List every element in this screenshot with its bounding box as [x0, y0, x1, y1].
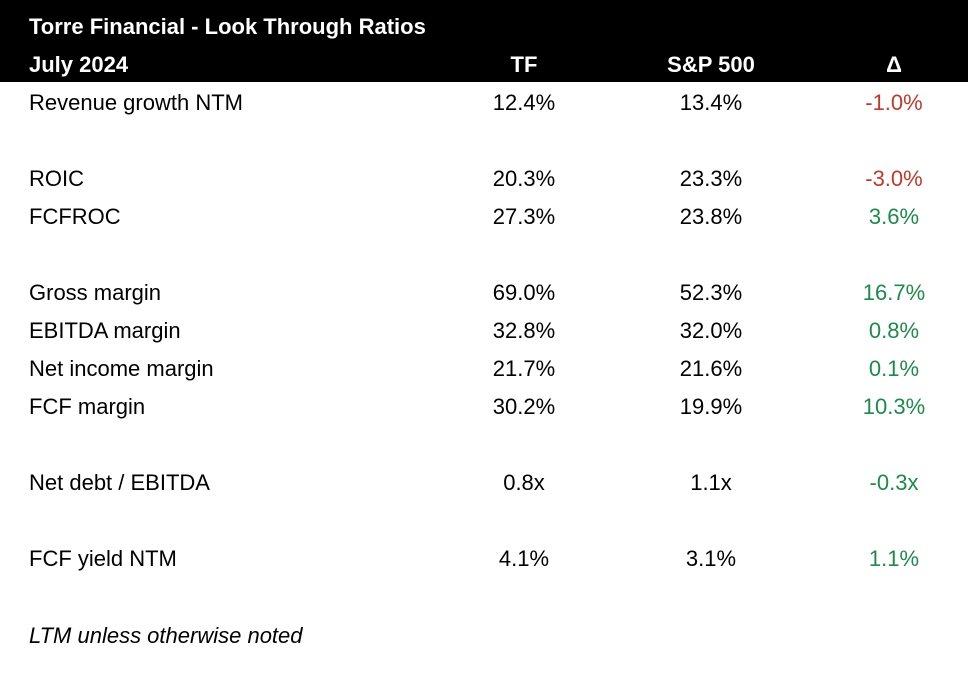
report-title: Torre Financial - Look Through Ratios — [29, 14, 426, 39]
delta-value: -0.3x — [869, 470, 919, 495]
sp500-value: 32.0% — [679, 318, 743, 343]
sp500-value: 23.8% — [679, 204, 743, 229]
period-label: July 2024 — [29, 52, 129, 77]
tf-value: 0.8x — [503, 470, 545, 495]
tf-value: 30.2% — [492, 394, 556, 419]
table-header: Torre Financial - Look Through Ratios Ju… — [0, 0, 968, 82]
tf-value: 20.3% — [492, 166, 556, 191]
sp500-value: 1.1x — [690, 470, 732, 495]
delta-value: 0.8% — [868, 318, 920, 343]
tf-value: 69.0% — [492, 280, 556, 305]
row-label: Net income margin — [29, 356, 214, 381]
footnote: LTM unless otherwise noted — [29, 623, 303, 648]
row-label: FCF yield NTM — [29, 546, 177, 571]
sp500-value: 19.9% — [679, 394, 743, 419]
table-row: Net income margin 21.7% 21.6% 0.1% — [0, 355, 968, 383]
table-row: ROIC 20.3% 23.3% -3.0% — [0, 165, 968, 193]
tf-value: 21.7% — [492, 356, 556, 381]
delta-value: 16.7% — [862, 280, 926, 305]
table-row: FCF margin 30.2% 19.9% 10.3% — [0, 393, 968, 421]
row-label: ROIC — [29, 166, 84, 191]
table-row: FCFROC 27.3% 23.8% 3.6% — [0, 203, 968, 231]
column-header-delta: Δ — [886, 52, 902, 77]
sp500-value: 52.3% — [679, 280, 743, 305]
column-header-tf: TF — [510, 52, 538, 77]
row-label: Revenue growth NTM — [29, 90, 243, 115]
sp500-value: 23.3% — [679, 166, 743, 191]
column-header-row: July 2024 TF S&P 500 Δ — [0, 51, 968, 79]
row-label: EBITDA margin — [29, 318, 181, 343]
table-row: Net debt / EBITDA 0.8x 1.1x -0.3x — [0, 469, 968, 497]
tf-value: 32.8% — [492, 318, 556, 343]
row-label: Net debt / EBITDA — [29, 470, 210, 495]
delta-value: -1.0% — [865, 90, 923, 115]
delta-value: 1.1% — [868, 546, 920, 571]
table-row: Gross margin 69.0% 52.3% 16.7% — [0, 279, 968, 307]
tf-value: 27.3% — [492, 204, 556, 229]
delta-value: 0.1% — [868, 356, 920, 381]
delta-value: -3.0% — [865, 166, 923, 191]
delta-value: 3.6% — [868, 204, 920, 229]
table-row: EBITDA margin 32.8% 32.0% 0.8% — [0, 317, 968, 345]
row-label: FCFROC — [29, 204, 121, 229]
table-row: FCF yield NTM 4.1% 3.1% 1.1% — [0, 545, 968, 573]
row-label: Gross margin — [29, 280, 162, 305]
table-row: Revenue growth NTM 12.4% 13.4% -1.0% — [0, 89, 968, 117]
column-header-sp500: S&P 500 — [667, 52, 755, 77]
sp500-value: 13.4% — [679, 90, 743, 115]
sp500-value: 3.1% — [685, 546, 737, 571]
tf-value: 12.4% — [492, 90, 556, 115]
delta-value: 10.3% — [862, 394, 926, 419]
tf-value: 4.1% — [498, 546, 550, 571]
row-label: FCF margin — [29, 394, 146, 419]
sp500-value: 21.6% — [679, 356, 743, 381]
